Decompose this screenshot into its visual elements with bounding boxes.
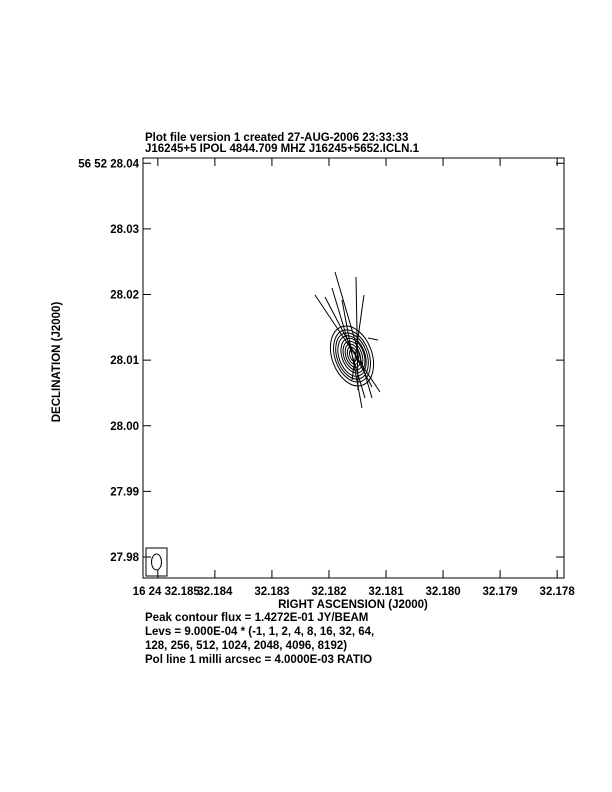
note: 128, 256, 512, 1024, 2048, 4096, 8192) [145,640,347,652]
x-tick-label: 32.183 [254,586,289,598]
y-tick-label: 28.03 [110,224,139,236]
x-tick-label: 32.179 [483,586,518,598]
x-tick-label: 16 24 32.185 [133,586,201,598]
x-tick-label: 32.180 [425,586,460,598]
x-tick-label: 32.181 [368,586,404,598]
x-tick-label: 32.184 [197,586,233,598]
note: Levs = 9.000E-04 * (-1, 1, 2, 4, 8, 16, … [145,626,374,638]
y-tick-label: 28.01 [110,355,139,367]
y-tick-label: 28.00 [110,421,139,433]
note: Pol line 1 milli arcsec = 4.0000E-03 RAT… [145,654,372,666]
beam-box [145,547,168,577]
title-line: J16245+5 IPOL 4844.709 MHZ J16245+5652.I… [145,143,420,155]
polarization-vectors [314,271,381,409]
x-axis-label: RIGHT ASCENSION (J2000) [278,599,428,611]
beam [151,553,162,571]
y-tick-label: 27.98 [110,552,139,564]
x-tick-label: 32.178 [540,586,576,598]
y-tick-label: 28.02 [110,290,139,302]
note: Peak contour flux = 1.4272E-01 JY/BEAM [145,612,368,624]
x-tick-label: 32.182 [311,586,346,598]
y-axis-label: DECLINATION (J2000) [51,302,63,423]
title-line: Plot file version 1 created 27-AUG-2006 … [145,132,408,144]
plot-frame [142,157,565,579]
y-tick-label: 27.99 [110,486,139,498]
y-tick-label: 56 52 28.04 [78,158,139,170]
